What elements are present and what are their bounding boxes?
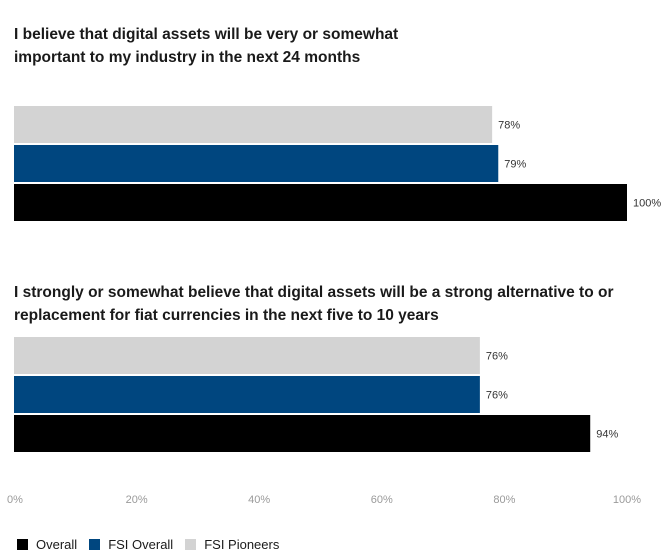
data-label-g2-fsi-overall: 76% [486, 390, 508, 402]
chart-title-2: I strongly or somewhat believe that digi… [14, 284, 614, 324]
x-tick-label: 60% [371, 494, 393, 506]
bar-g2-fsi-pioneers [14, 337, 480, 374]
data-label-g1-overall: 100% [633, 198, 661, 210]
legend-label-overall: Overall [36, 537, 78, 552]
data-label-g1-fsi-overall: 79% [504, 159, 526, 171]
data-label-g2-overall: 94% [596, 429, 618, 441]
legend-item-fsi-pioneers: FSI Pioneers [185, 537, 279, 552]
legend-swatch-overall [17, 539, 28, 550]
legend-swatch-fsi-pioneers [185, 539, 197, 550]
bar-g2-fsi-overall [14, 376, 480, 413]
data-label-g1-fsi-pioneers: 78% [498, 120, 520, 132]
legend: Overall FSI Overall FSI Pioneers [17, 537, 291, 552]
bar-chart: 78% 79% 100% 76% 76% 94% 0% 20% 40% 60% 80% 100% [7, 106, 661, 506]
legend-swatch-fsi-overall [89, 539, 101, 550]
x-tick-label: 100% [613, 494, 641, 506]
legend-label-fsi-overall: FSI Overall [108, 537, 174, 552]
chart-title-1: I believe that digital assets will be ve… [14, 26, 399, 66]
legend-item-fsi-overall: FSI Overall [89, 537, 173, 552]
legend-label-fsi-pioneers: FSI Pioneers [204, 537, 280, 552]
x-tick-label: 20% [126, 494, 148, 506]
legend-item-overall: Overall [17, 537, 77, 552]
bar-g1-fsi-pioneers [14, 106, 493, 143]
x-tick-label: 40% [248, 494, 270, 506]
data-label-g2-fsi-pioneers: 76% [486, 351, 508, 363]
bar-g1-overall [14, 184, 627, 221]
x-tick-label: 80% [493, 494, 515, 506]
bar-g2-overall [14, 415, 591, 452]
bar-g1-fsi-overall [14, 145, 499, 182]
x-tick-label: 0% [7, 494, 23, 506]
